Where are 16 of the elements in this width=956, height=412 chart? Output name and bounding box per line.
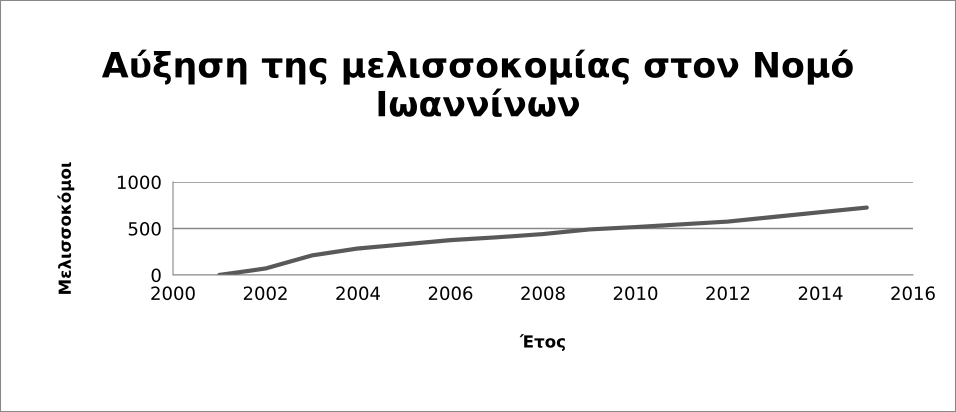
- x-tick-label: 2010: [614, 286, 658, 300]
- y-axis-title: Μελισσοκόμοι: [57, 162, 74, 294]
- y-tick-label: 1000: [118, 175, 161, 190]
- x-tick-label: 2016: [891, 286, 935, 300]
- x-axis-title: Έτος: [520, 334, 565, 351]
- y-tick-label: 500: [128, 222, 161, 236]
- x-tick-label: 2004: [336, 286, 380, 300]
- x-tick-label: 2008: [521, 286, 565, 300]
- y-tick-label: 0: [152, 268, 161, 282]
- x-tick-label: 2000: [151, 286, 195, 300]
- chart-title: Αύξηση της μελισσοκομίας στον Νομό Ιωαννίνων: [102, 50, 853, 117]
- x-tick-label: 2012: [706, 286, 750, 300]
- x-tick-label: 2014: [798, 286, 842, 300]
- x-tick-label: 2002: [244, 286, 287, 300]
- x-tick-label: 2006: [428, 286, 472, 300]
- line-series: [217, 205, 869, 275]
